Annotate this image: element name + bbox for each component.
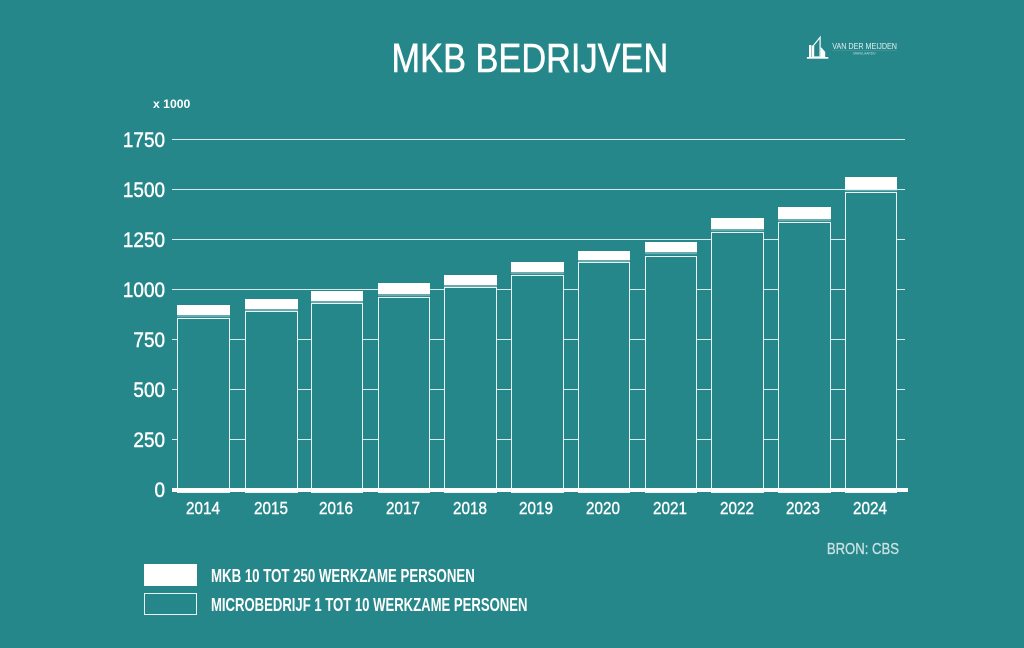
- svg-text:MAKELAARDIJ: MAKELAARDIJ: [853, 51, 875, 55]
- svg-text:VAN DER MEIJDEN: VAN DER MEIJDEN: [832, 42, 897, 51]
